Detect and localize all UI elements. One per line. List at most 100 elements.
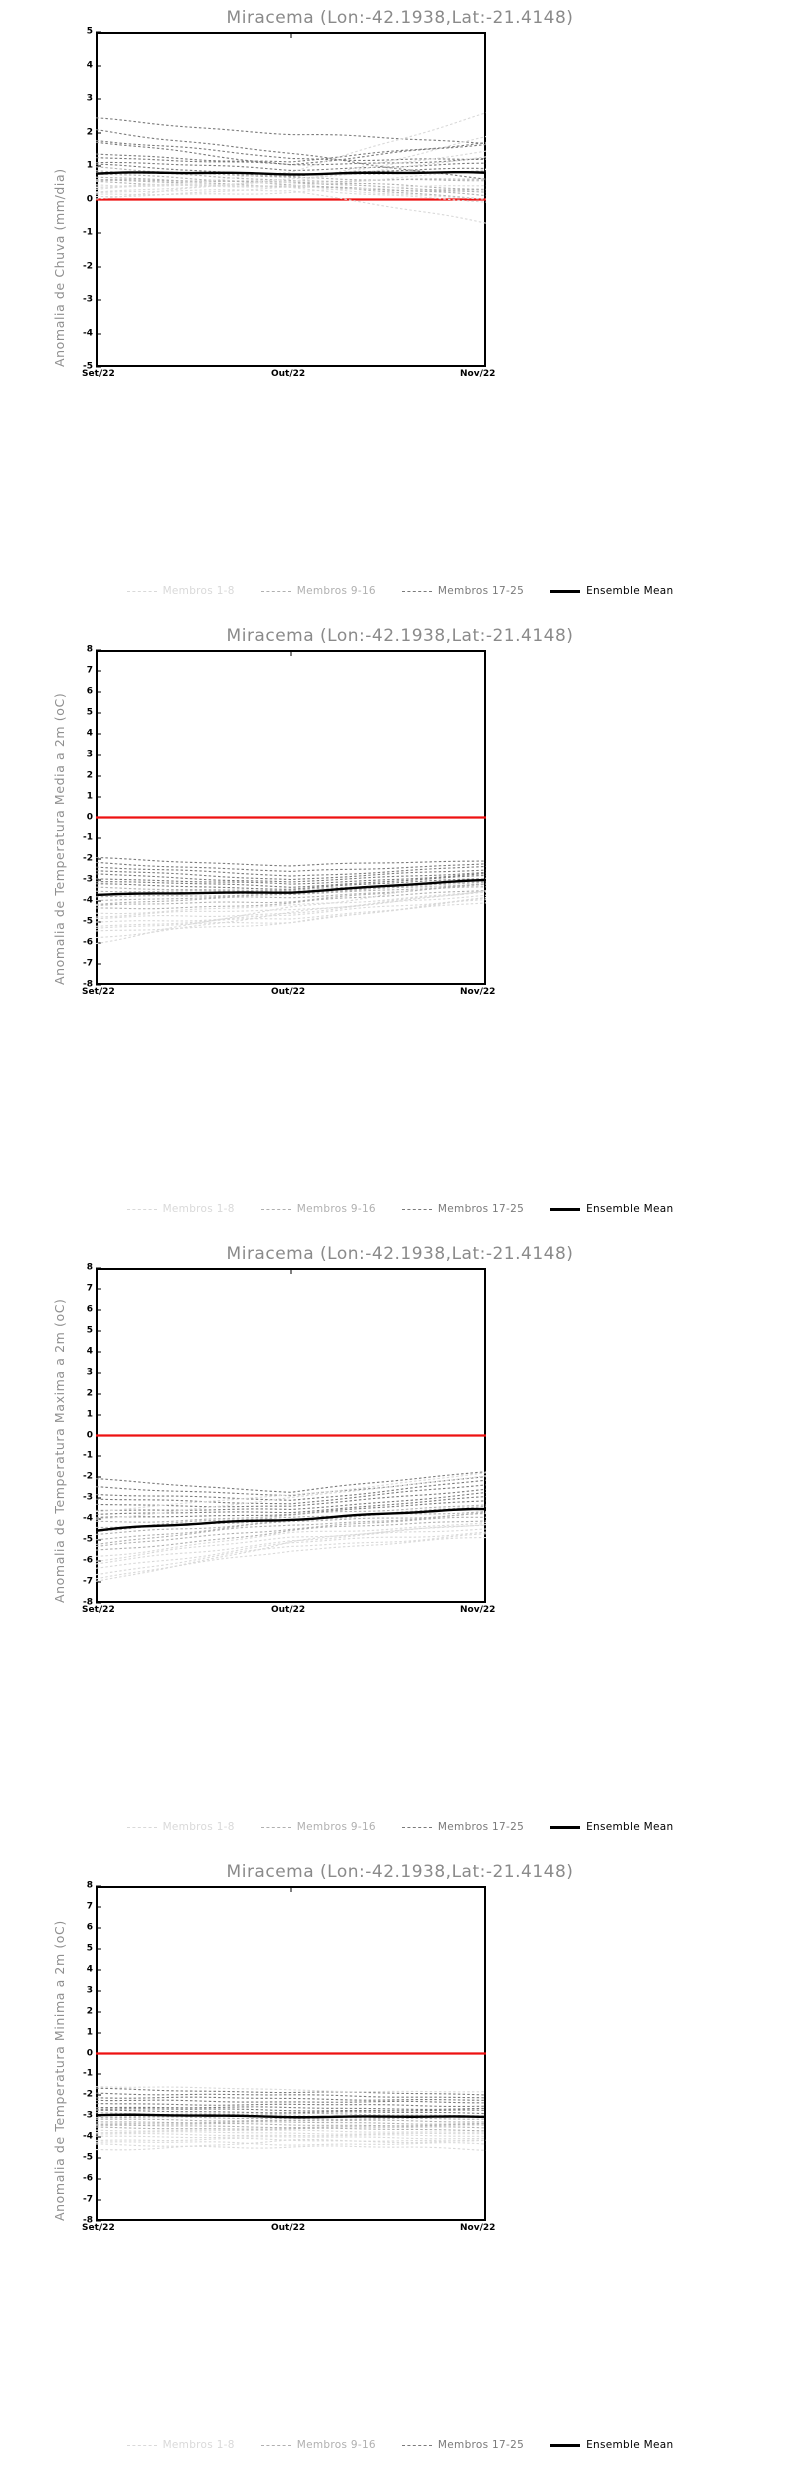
y-axis-tick-label: 4 (86, 1346, 93, 1357)
legend-item[interactable]: Membros 17-25 (401, 586, 524, 597)
chart-title: Miracema (Lon:-42.1938,Lat:-21.4148) (226, 1862, 574, 1882)
ensemble-member-line (96, 2099, 486, 2104)
legend-item[interactable]: Membros 17-25 (401, 1204, 524, 1215)
legend-item[interactable]: Membros 1-8 (126, 1821, 235, 1833)
ensemble-member-line (96, 1537, 486, 1580)
ensemble-member-line (96, 2135, 486, 2140)
legend-item[interactable]: Ensemble Mean (550, 1204, 673, 1215)
series-canvas (96, 2052, 486, 2151)
legend-item[interactable]: Membros 9-16 (260, 1821, 376, 1833)
y-axis-tick-label: 3 (86, 93, 93, 104)
legend-item[interactable]: Membros 17-25 (401, 1821, 525, 1833)
chart-legend: Membros 1-8 Membros 9-16 Membros 17-25 Ense… (0, 586, 800, 597)
legend-label: Membros 9-16 (296, 1821, 376, 1833)
y-axis-tick-mark (96, 2220, 101, 2222)
y-axis-tick-mark (96, 333, 101, 334)
ensemble-member-line (96, 1476, 486, 1497)
y-axis-tick-mark (96, 1309, 101, 1311)
ensemble-member-line (96, 189, 486, 224)
ensemble-member-line (96, 1504, 486, 1523)
y-axis-tick-label: 7 (86, 1283, 93, 1294)
chart-legend: Membros 1-8 Membros 9-16 Membros 17-25 Ense… (0, 2440, 800, 2451)
y-axis-tick-mark (96, 299, 101, 301)
y-axis-tick-label: 5 (86, 1325, 93, 1336)
ensemble-member-line (96, 2131, 486, 2135)
y-axis-tick-label: 7 (86, 665, 93, 676)
legend-label: Membros 17-25 (437, 1821, 525, 1833)
legend-label: Membros 1-8 (162, 1203, 235, 1215)
ensemble-member-line (96, 878, 486, 890)
legend-label: Membros 9-16 (296, 1203, 376, 1215)
x-axis-tick-label: Nov/22 (460, 369, 496, 379)
ensemble-member-line (96, 2122, 486, 2127)
ensemble-member-line (96, 1500, 486, 1519)
plot-area: 8 7 6 5 4 3 2 1 0 -1 -2 -3 -4 -5 -6 -7 -8 Set/22 Out/22 Nov… (52, 1263, 495, 1615)
x-axis-tick-label: Set/22 (82, 987, 115, 997)
ensemble-member-line (96, 896, 486, 923)
legend-item[interactable]: Ensemble Mean (550, 2440, 673, 2451)
legend-item[interactable]: Membros 1-8 (126, 1203, 235, 1215)
ensemble-member-line (96, 1491, 486, 1512)
ensemble-member-line (96, 117, 486, 145)
y-axis-tick-label: -1 (83, 832, 93, 843)
ensemble-member-line (96, 1524, 486, 1582)
series-canvas (96, 112, 486, 224)
ensemble-member-line (96, 2109, 486, 2115)
legend-item[interactable]: Membros 9-16 (260, 586, 376, 597)
ensemble-member-line (96, 2096, 486, 2101)
y-axis-tick-label: -4 (83, 895, 93, 906)
y-axis-tick-label: -3 (83, 2110, 93, 2121)
y-axis-tick-label: 6 (86, 1922, 93, 1933)
y-axis-tick-mark (96, 1267, 101, 1269)
y-axis-tick-mark (96, 366, 101, 368)
y-axis-tick-mark (96, 712, 101, 714)
y-axis-tick-label: -1 (83, 2068, 93, 2079)
y-axis-tick-label: -8 (83, 979, 93, 990)
legend-swatch-dashed-icon (260, 2444, 291, 2446)
x-axis-tick-label: Out/22 (271, 2223, 306, 2233)
series-canvas (96, 816, 486, 945)
ensemble-member-line (96, 1496, 486, 1515)
legend-swatch-solid-icon (550, 589, 581, 593)
y-axis-tick-label: 1 (86, 1409, 93, 1420)
ensemble-member-line (96, 2137, 486, 2144)
legend-item[interactable]: Membros 9-16 (260, 2439, 376, 2451)
legend-item[interactable]: Membros 1-8 (126, 2440, 235, 2451)
legend-item[interactable]: Membros 9-16 (260, 1203, 376, 1215)
legend-item[interactable]: Ensemble Mean (550, 1822, 673, 1833)
ensemble-member-line (96, 184, 486, 203)
y-axis-tick-label: -2 (83, 261, 93, 271)
legend-swatch-dashed-icon (401, 1208, 432, 1210)
legend-item[interactable]: Membros 17-25 (401, 2439, 525, 2451)
ensemble-member-line (96, 894, 486, 920)
legend-swatch-dashed-icon (126, 2444, 157, 2446)
chart-panel-1: Miracema (Lon:-42.1938,Lat:-21.4148) 8 7 6 5… (0, 618, 800, 1236)
y-axis-tick-label: -5 (83, 2152, 93, 2163)
x-axis-tick-label: Nov/22 (460, 1605, 496, 1615)
y-axis-tick-mark (96, 132, 101, 133)
x-axis-tick-label: Set/22 (82, 1605, 115, 1615)
y-axis-tick-mark (96, 649, 101, 651)
ensemble-member-line (96, 168, 486, 198)
y-axis-tick-mark (96, 858, 101, 860)
y-axis-tick-label: 5 (86, 26, 93, 37)
x-axis-tick-mark (290, 1268, 292, 1274)
ensemble-member-line (96, 2133, 486, 2137)
legend-label: Membros 17-25 (437, 2439, 525, 2451)
y-axis-tick-mark (96, 1969, 101, 1971)
legend-item[interactable]: Membros 1-8 (126, 586, 235, 597)
legend-label: Membros 1-8 (162, 1821, 235, 1833)
ensemble-member-line (96, 1472, 486, 1513)
chart-legend: Membros 1-8 Membros 9-16 Membros 17-25 Ense… (0, 1204, 800, 1215)
y-axis-tick-label: 4 (86, 60, 93, 70)
chart-title: Miracema (Lon:-42.1938,Lat:-21.4148) (226, 1244, 574, 1264)
chart-title: Miracema (Lon:-42.1938,Lat:-21.4148) (226, 626, 574, 646)
ensemble-member-line (96, 874, 486, 888)
ensemble-member-line (96, 1512, 486, 1545)
series-canvas (96, 1434, 486, 1582)
legend-item[interactable]: Ensemble Mean (550, 586, 673, 597)
legend-label: Membros 9-16 (296, 2439, 376, 2451)
legend-label: Ensemble Mean (586, 1821, 674, 1833)
ensemble-member-line (96, 2106, 486, 2110)
